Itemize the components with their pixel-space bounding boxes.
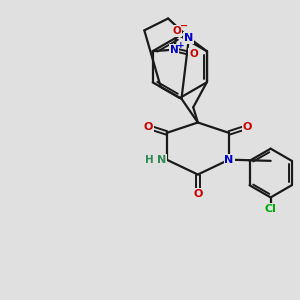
Text: H: H [145,155,154,165]
Text: Cl: Cl [265,204,277,214]
Text: +: + [177,41,184,50]
Text: O: O [189,49,198,59]
Text: O: O [193,189,203,199]
Text: O: O [143,122,153,132]
Text: N: N [157,155,166,165]
Text: N: N [184,33,194,43]
Text: O: O [173,26,182,36]
Text: O: O [243,122,252,132]
Text: N: N [170,45,178,55]
Text: −: − [179,21,188,31]
Text: N: N [224,155,234,165]
